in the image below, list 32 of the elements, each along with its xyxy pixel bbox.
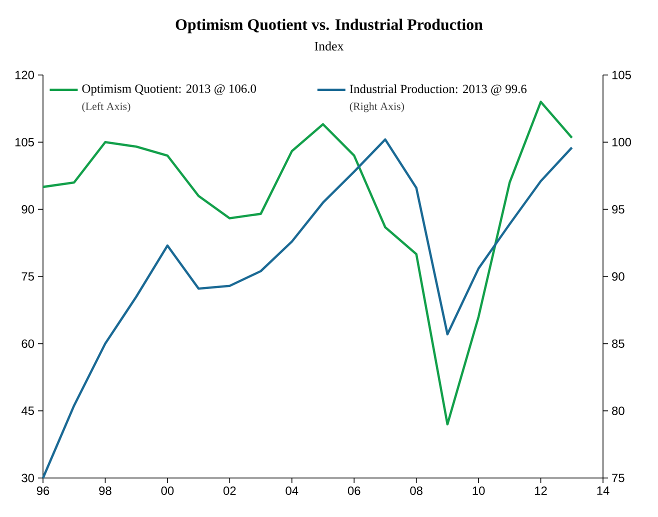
y-tick-label: 75: [22, 272, 34, 281]
y-tick-label: 60: [22, 339, 34, 348]
y2-tick-label: 80: [612, 406, 624, 416]
x-tick-label: 10: [472, 486, 485, 495]
x-tick-label: 14: [597, 486, 610, 495]
x-tick-label: 04: [286, 486, 298, 495]
line-series: [42, 138, 574, 480]
y-tick-label: 105: [15, 138, 34, 146]
annotation: (Left Axis): [82, 102, 130, 112]
y2-tick-label: 105: [612, 70, 631, 80]
y2-tick-label: 100: [612, 138, 632, 146]
y-tick-label: 120: [15, 70, 34, 80]
line-series: [42, 100, 574, 426]
y-tick-label: 30: [22, 474, 34, 482]
x-tick-label: 98: [99, 486, 112, 495]
x-tick-label: 00: [161, 486, 174, 495]
y-tick-label: 90: [22, 205, 34, 214]
chart-subtitle: Index: [314, 41, 344, 51]
annotation: (Right Axis): [350, 102, 404, 112]
x-tick-label: 96: [36, 486, 50, 495]
y2-tick-label: 75: [612, 474, 624, 482]
y2-tick-label: 95: [612, 205, 624, 214]
x-tick-label: 02: [223, 486, 236, 495]
legend-label: Optimism Quotient: 2013 @ 106.0: [82, 84, 256, 96]
x-tick-label: 08: [410, 486, 422, 495]
chart-title: Optimism Quotient vs. Industrial Production: [176, 18, 483, 34]
legend-label: Industrial Production: 2013 @ 99.6: [350, 84, 527, 96]
y-tick-label: 45: [21, 406, 34, 415]
x-tick-label: 06: [348, 486, 360, 495]
y2-tick-label: 90: [612, 272, 624, 281]
x-tick-label: 12: [535, 486, 547, 495]
y2-tick-label: 85: [612, 339, 624, 348]
